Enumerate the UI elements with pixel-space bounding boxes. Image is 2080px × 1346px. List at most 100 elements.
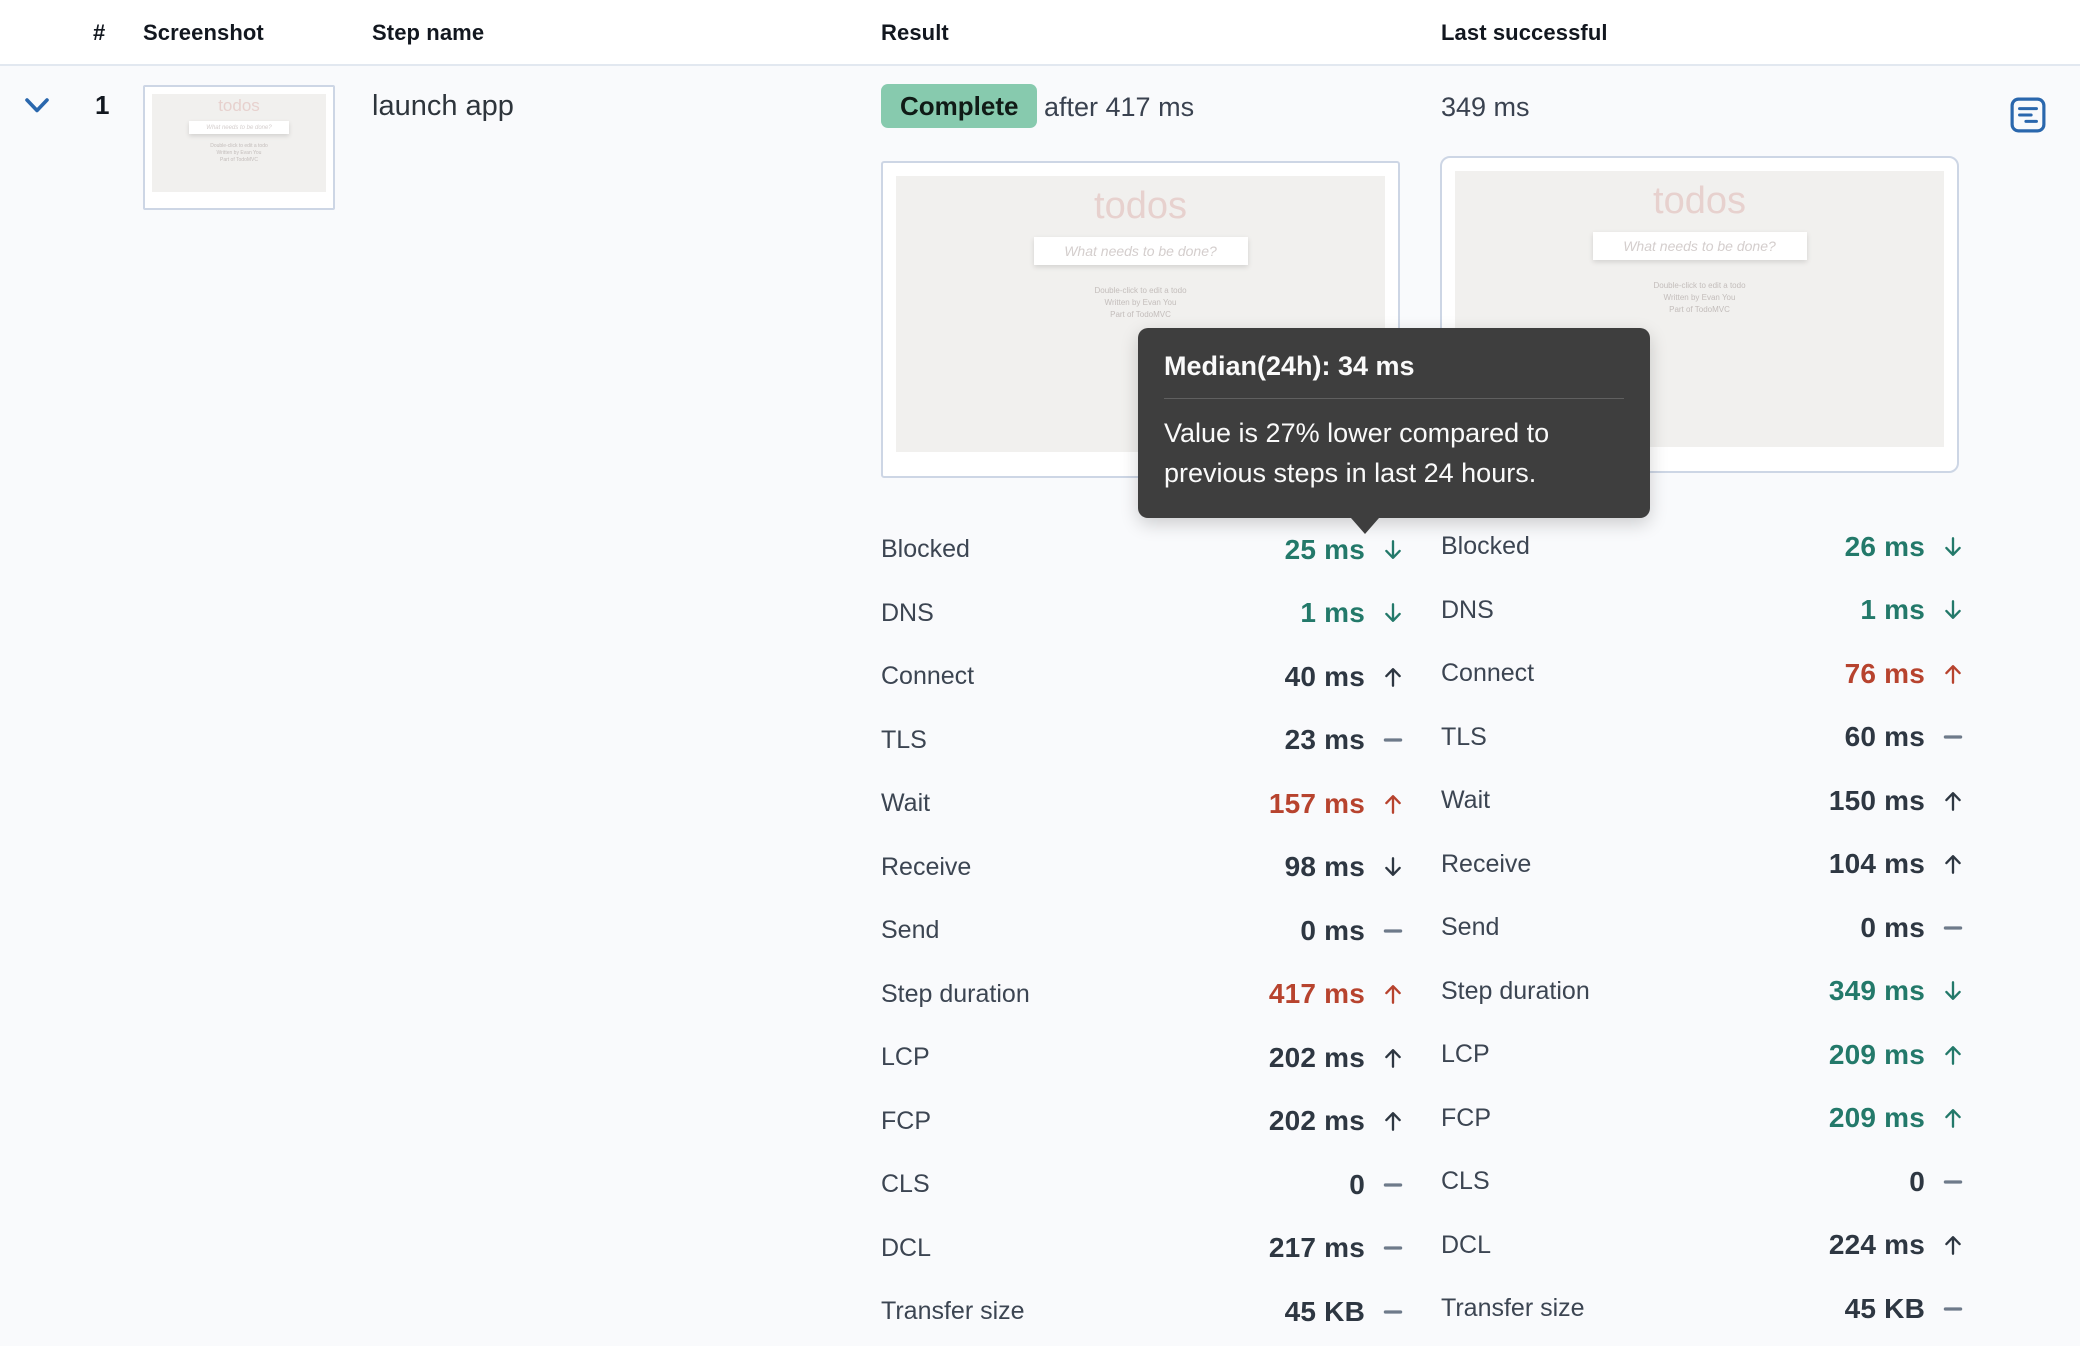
step-number: 1: [95, 90, 110, 120]
metric-row: DNS 1 ms: [881, 582, 1408, 646]
metric-value: 45 KB: [1284, 1295, 1365, 1327]
metric-row: DNS 1 ms: [1441, 579, 1968, 643]
trend-flat-icon: [1378, 916, 1408, 946]
column-header-step-name: Step name: [372, 20, 485, 45]
todos-preview-footer-line: Written by Evan You: [1104, 298, 1177, 307]
trend-down-icon: [1938, 976, 1968, 1006]
todos-preview-footer-line: Part of TodoMVC: [1669, 305, 1730, 314]
metric-value: 40 ms: [1284, 660, 1365, 692]
metric-row: Receive 98 ms: [881, 836, 1408, 900]
metric-label: Receive: [881, 852, 972, 881]
metric-row: Blocked 26 ms: [1441, 515, 1968, 579]
trend-flat-icon: [1938, 1294, 1968, 1324]
trend-flat-icon: [1378, 725, 1408, 755]
trend-up-icon: [1378, 979, 1408, 1009]
metric-row: Transfer size 45 KB: [881, 1280, 1408, 1344]
metric-label: Send: [1441, 913, 1500, 942]
metric-value: 1 ms: [1300, 597, 1365, 629]
metric-label: CLS: [1441, 1167, 1490, 1196]
todos-preview-footer-line: Double-click to edit a todo: [1094, 286, 1187, 295]
todos-preview-input: What needs to be done?: [1033, 237, 1248, 265]
metric-label: Step duration: [1441, 976, 1590, 1005]
tooltip-title: Median(24h): 34 ms: [1164, 351, 1415, 381]
trend-down-icon: [1378, 598, 1408, 628]
metric-row: CLS 0: [881, 1153, 1408, 1217]
todos-preview-title: todos: [1653, 180, 1746, 222]
metric-label: TLS: [881, 725, 927, 754]
metric-value: 23 ms: [1284, 724, 1365, 756]
todos-preview-footer: Double-click to edit a todo Written by Ev…: [152, 143, 326, 164]
trend-flat-icon: [1378, 1233, 1408, 1263]
metric-label: Transfer size: [1441, 1294, 1585, 1323]
metric-row: Receive 104 ms: [1441, 833, 1968, 897]
todos-preview-footer-line: Double-click to edit a todo: [210, 143, 268, 149]
todos-preview-input: What needs to be done?: [189, 121, 289, 134]
todos-preview-footer-line: Part of TodoMVC: [1110, 310, 1171, 319]
todos-preview-footer: Double-click to edit a todo Written by Ev…: [1455, 280, 1944, 316]
metric-value: 417 ms: [1268, 978, 1365, 1010]
metric-label: Blocked: [881, 535, 970, 564]
trend-flat-icon: [1938, 722, 1968, 752]
metric-row: Wait 157 ms: [881, 772, 1408, 836]
metric-value: 209 ms: [1828, 1038, 1925, 1070]
metric-value: 98 ms: [1284, 851, 1365, 883]
metric-label: Wait: [1441, 786, 1491, 815]
metric-value: 26 ms: [1844, 530, 1925, 562]
result-metrics-list: Blocked 25 ms DNS 1 ms Connect 40 ms TLS: [881, 518, 1408, 1344]
metric-label: Transfer size: [881, 1297, 1025, 1326]
metric-label: TLS: [1441, 722, 1487, 751]
metric-value: 0 ms: [1300, 914, 1365, 946]
todos-preview-footer-line: Written by Evan You: [216, 150, 262, 156]
metric-value: 0: [1909, 1165, 1925, 1197]
trend-flat-icon: [1378, 1297, 1408, 1327]
metric-label: Blocked: [1441, 532, 1530, 561]
metric-value: 202 ms: [1268, 1105, 1365, 1137]
todos-preview-footer-line: Double-click to edit a todo: [1653, 281, 1746, 290]
trend-up-icon: [1938, 786, 1968, 816]
trend-down-icon: [1378, 852, 1408, 882]
metric-label: Send: [881, 916, 940, 945]
todos-preview-placeholder: What needs to be done?: [206, 124, 272, 131]
metric-row: Connect 40 ms: [881, 645, 1408, 709]
todos-preview-title: todos: [1094, 185, 1187, 227]
metric-row: FCP 202 ms: [881, 1090, 1408, 1154]
trend-up-icon: [1938, 659, 1968, 689]
metric-label: Connect: [1441, 659, 1535, 688]
metric-value: 60 ms: [1844, 721, 1925, 753]
trend-up-icon: [1938, 1103, 1968, 1133]
metric-label: LCP: [1441, 1040, 1490, 1069]
trend-up-icon: [1938, 849, 1968, 879]
view-log-icon[interactable]: [2010, 97, 2046, 133]
metric-row: Send 0 ms: [1441, 896, 1968, 960]
step-name: launch app: [372, 90, 514, 122]
metric-row: Step duration 417 ms: [881, 963, 1408, 1027]
trend-down-icon: [1378, 535, 1408, 565]
metric-row: LCP 209 ms: [1441, 1023, 1968, 1087]
trend-up-icon: [1378, 1043, 1408, 1073]
todos-preview-input: What needs to be done?: [1592, 232, 1807, 260]
trend-flat-icon: [1938, 1167, 1968, 1197]
trend-down-icon: [1938, 532, 1968, 562]
metric-value: 217 ms: [1268, 1232, 1365, 1264]
todos-app-preview: todos What needs to be done? Double-clic…: [152, 94, 326, 192]
column-header-screenshot: Screenshot: [143, 20, 264, 45]
metric-value: 76 ms: [1844, 657, 1925, 689]
trend-up-icon: [1378, 1106, 1408, 1136]
todos-preview-placeholder: What needs to be done?: [1623, 238, 1776, 254]
todos-preview-placeholder: What needs to be done?: [1064, 243, 1217, 259]
metric-value: 209 ms: [1828, 1102, 1925, 1134]
column-header-last-successful: Last successful: [1441, 20, 1608, 45]
result-duration-text: after 417 ms: [1044, 92, 1195, 122]
todos-preview-footer: Double-click to edit a todo Written by Ev…: [896, 285, 1385, 321]
step-screenshot-thumbnail[interactable]: todos What needs to be done? Double-clic…: [143, 85, 335, 210]
trend-down-icon: [1938, 595, 1968, 625]
trend-up-icon: [1378, 662, 1408, 692]
trend-up-icon: [1938, 1040, 1968, 1070]
metric-row: FCP 209 ms: [1441, 1087, 1968, 1151]
metric-row: TLS 60 ms: [1441, 706, 1968, 770]
todos-preview-footer-line: Part of TodoMVC: [220, 157, 258, 163]
column-header-number: #: [93, 20, 106, 45]
metric-label: DCL: [1441, 1230, 1492, 1259]
collapse-row-chevron-down-icon[interactable]: [20, 93, 54, 119]
